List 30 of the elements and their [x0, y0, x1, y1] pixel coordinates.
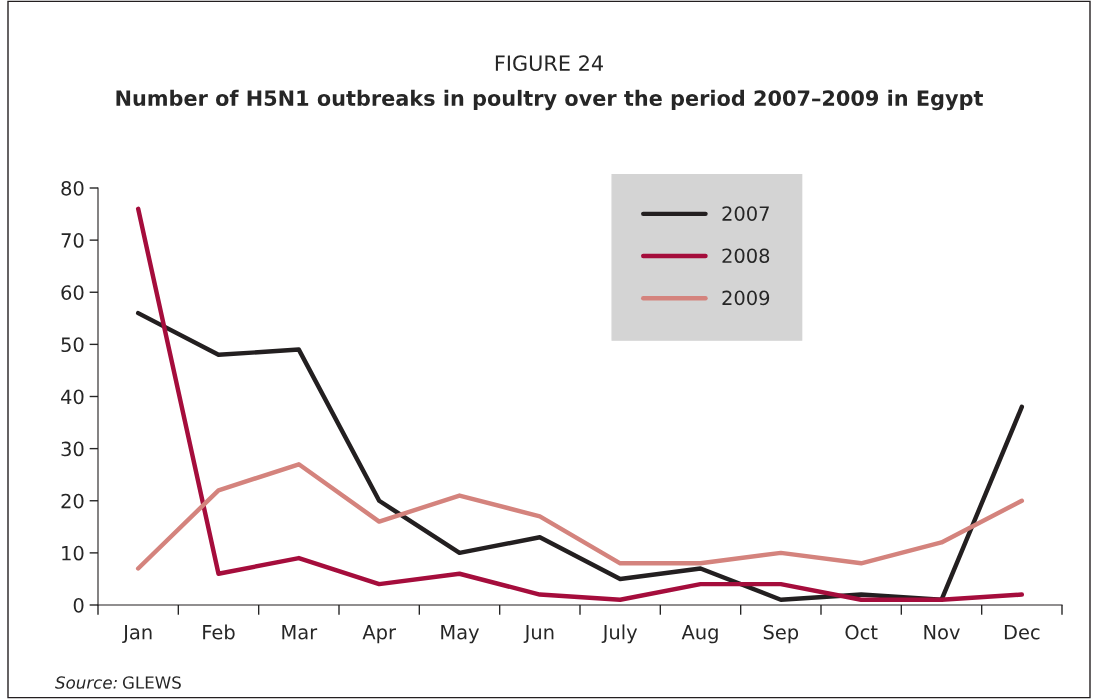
x-tick-label: May	[441, 625, 480, 644]
x-tick-label: Jun	[523, 625, 554, 644]
x-tick-label: July	[601, 624, 638, 644]
line-series	[135, 206, 1025, 603]
y-tick-label: 10	[62, 545, 84, 561]
legend-label: 2009	[722, 290, 770, 306]
legend-label: 2007	[722, 206, 769, 221]
y-tick-label: 60	[61, 285, 84, 300]
line-series	[135, 462, 1025, 571]
y-tick-label: 0	[73, 597, 84, 613]
x-tick-label: Nov	[924, 625, 960, 640]
y-tick-label: 20	[61, 493, 84, 509]
source-note: Source: GLEWS	[55, 676, 181, 689]
x-tick-label: Feb	[203, 624, 235, 640]
x-tick-label: Mar	[282, 625, 318, 640]
y-tick-label: 30	[61, 441, 84, 457]
x-tick-label: Apr	[362, 625, 396, 644]
x-tick-label: Jan	[122, 625, 152, 644]
x-tick-label: Aug	[681, 625, 718, 644]
legend-label: 2008	[722, 248, 770, 264]
x-tick-label: Dec	[1004, 625, 1040, 640]
chart-title: FIGURE 24	[495, 55, 603, 72]
y-tick-label: 80	[61, 180, 84, 196]
x-tick-label: Sep	[763, 624, 799, 644]
y-tick-label: 50	[61, 337, 84, 353]
chart-subtitle: Number of H5N1 outbreaks in poultry over the period 2007–2009 in Egypt	[116, 89, 983, 111]
y-tick-label: 70	[61, 233, 84, 248]
x-tick-label: Oct	[845, 624, 878, 640]
y-tick-label: 40	[61, 389, 84, 405]
line-series	[135, 310, 1025, 603]
